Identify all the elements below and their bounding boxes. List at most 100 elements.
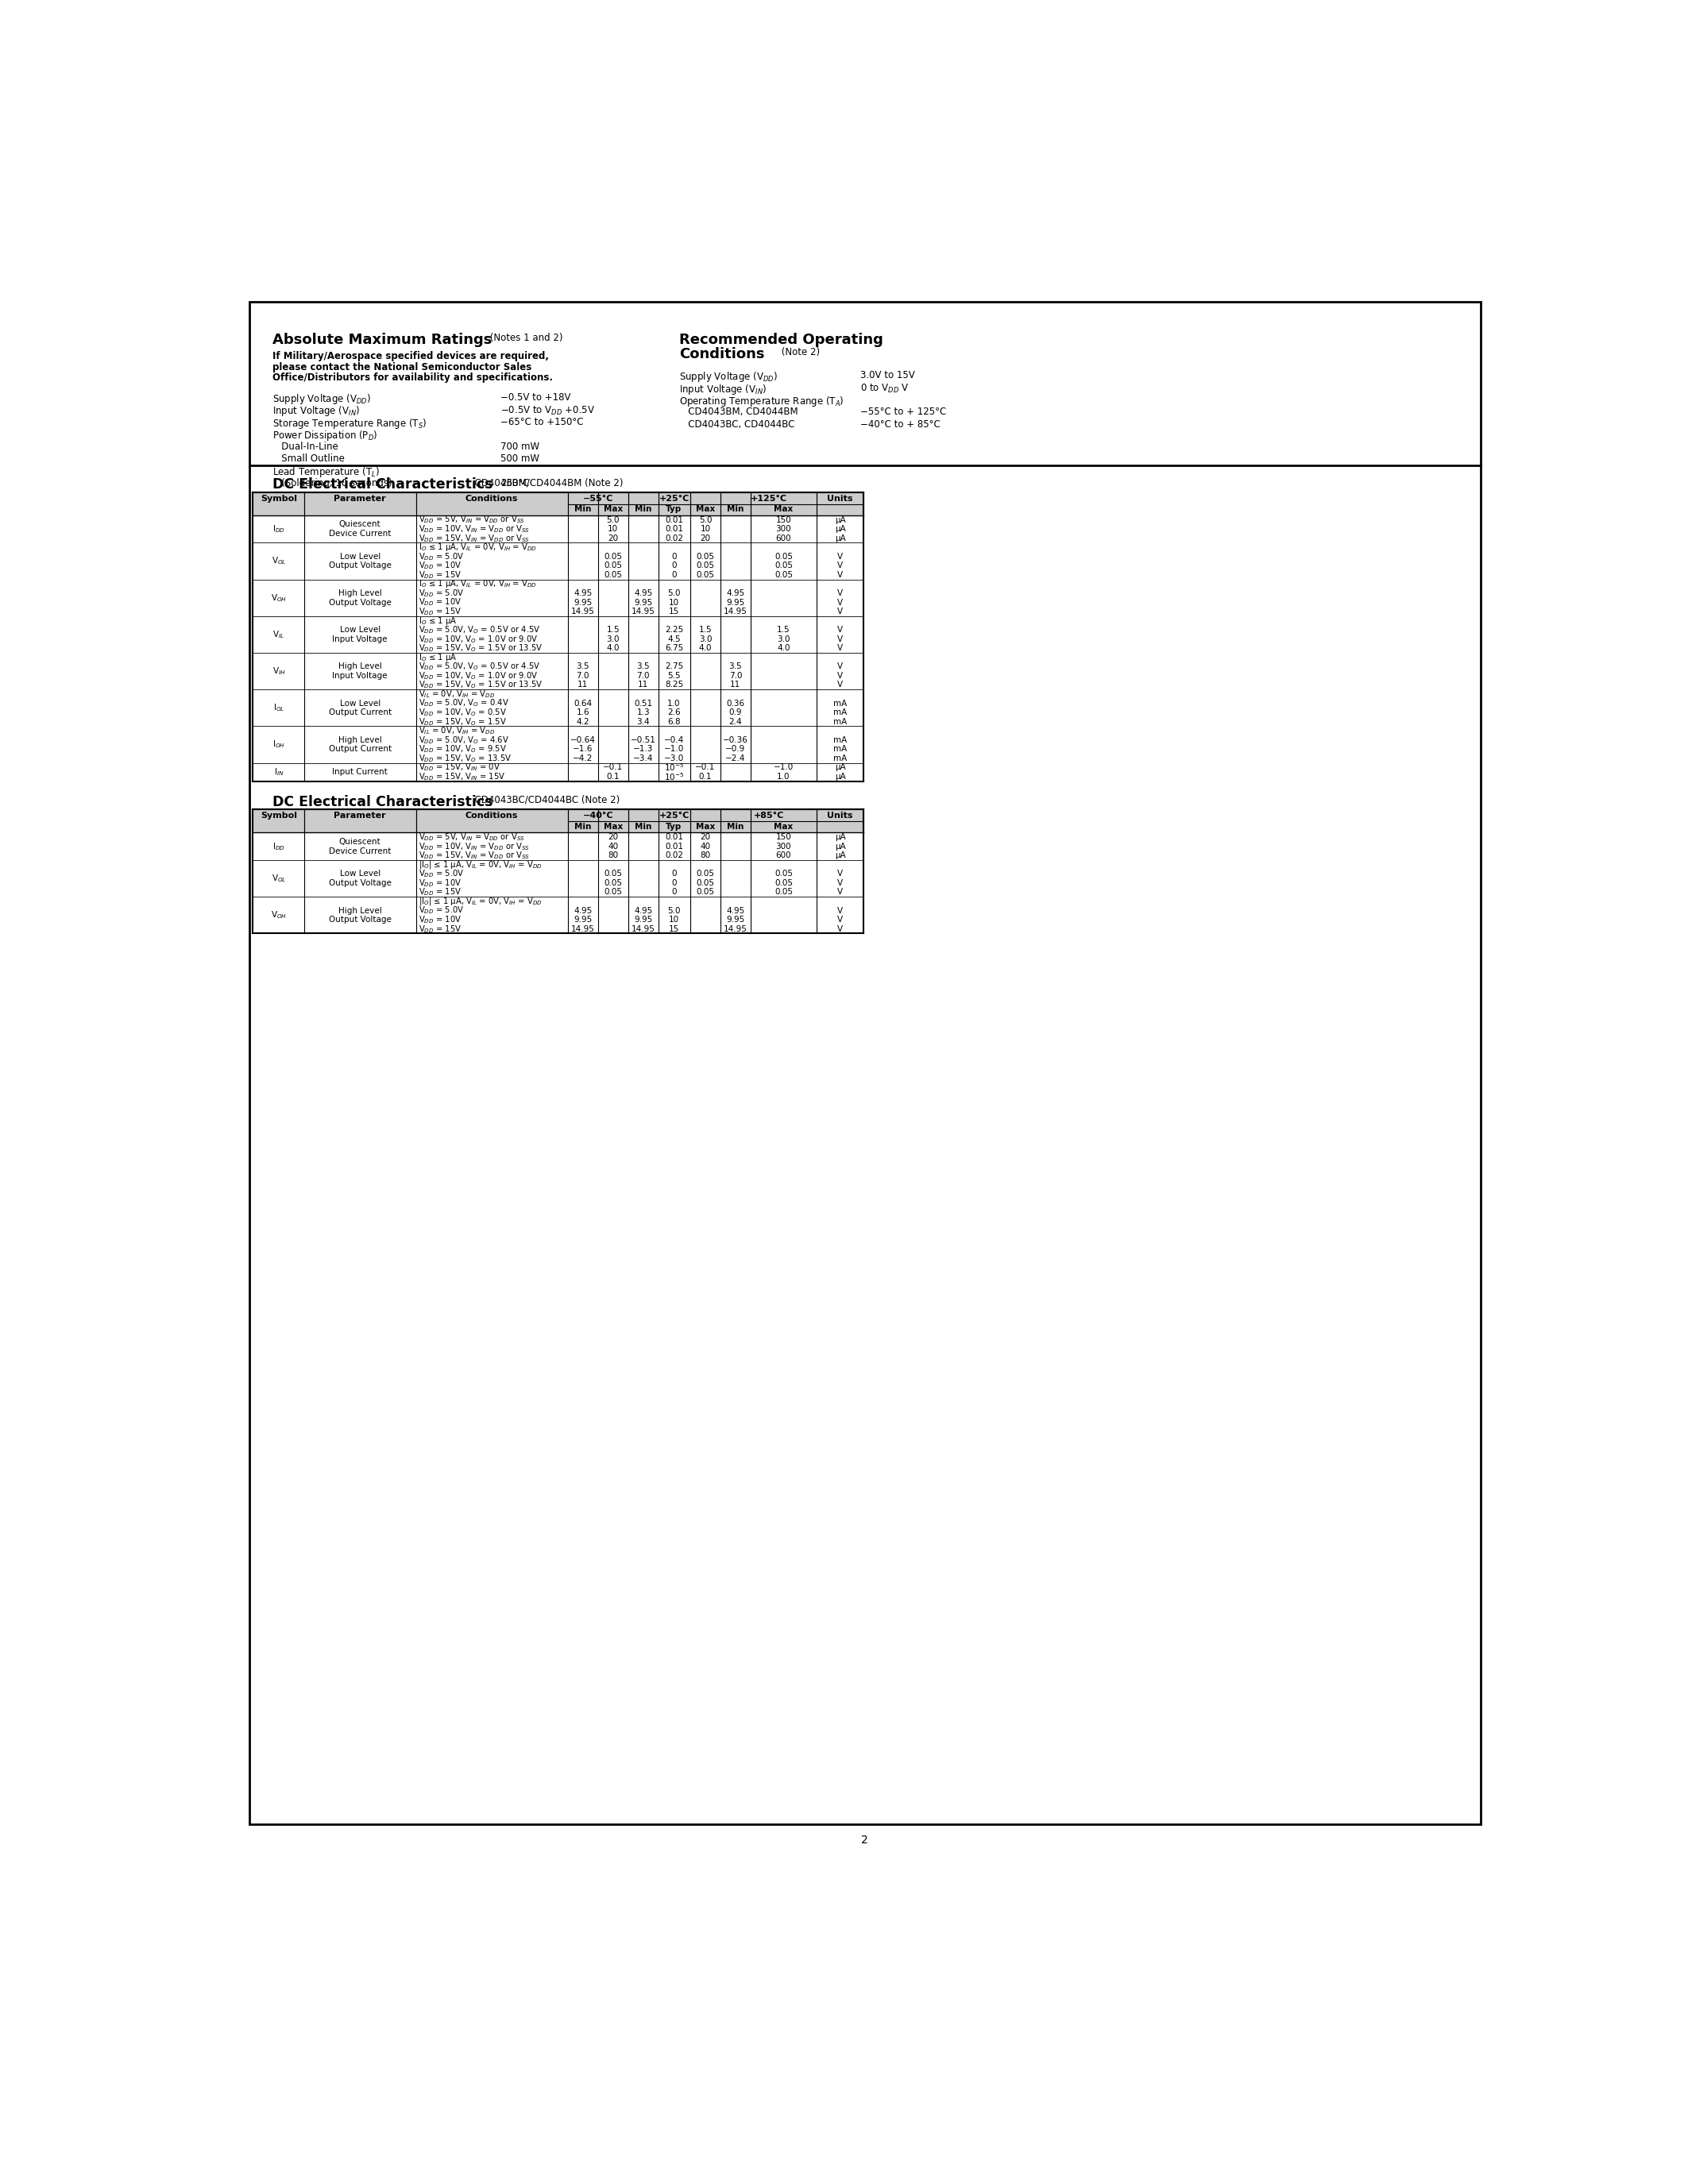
- Text: −0.9: −0.9: [726, 745, 746, 753]
- Text: −0.5V to V$_{DD}$ +0.5V: −0.5V to V$_{DD}$ +0.5V: [500, 404, 596, 417]
- Text: Recommended Operating: Recommended Operating: [679, 332, 883, 347]
- Text: mA: mA: [834, 699, 847, 708]
- Text: V$_{IH}$: V$_{IH}$: [272, 666, 285, 677]
- Text: 3.0: 3.0: [606, 636, 619, 642]
- Text: V$_{DD}$ = 15V, V$_{IN}$ = 0V: V$_{DD}$ = 15V, V$_{IN}$ = 0V: [419, 762, 500, 773]
- Text: 0.51: 0.51: [635, 699, 652, 708]
- Text: Max: Max: [773, 823, 793, 830]
- Text: −1.6: −1.6: [572, 745, 592, 753]
- Text: V$_{IL}$ = 0V, V$_{IH}$ = V$_{DD}$: V$_{IL}$ = 0V, V$_{IH}$ = V$_{DD}$: [419, 725, 495, 736]
- Text: 0.01: 0.01: [665, 843, 684, 850]
- Text: 3.0V to 15V: 3.0V to 15V: [861, 371, 915, 380]
- Text: 2.25: 2.25: [665, 627, 684, 633]
- Text: V$_{DD}$ = 5V, V$_{IN}$ = V$_{DD}$ or V$_{SS}$: V$_{DD}$ = 5V, V$_{IN}$ = V$_{DD}$ or V$…: [419, 832, 525, 843]
- Text: 0.9: 0.9: [729, 708, 743, 716]
- Text: 40: 40: [608, 843, 618, 850]
- Text: +25°C: +25°C: [660, 494, 690, 502]
- Text: V: V: [837, 598, 842, 607]
- Text: |I$_O$| ≤ 1 μA, V$_{IL}$ = 0V, V$_{IH}$ = V$_{DD}$: |I$_O$| ≤ 1 μA, V$_{IL}$ = 0V, V$_{IH}$ …: [419, 858, 542, 869]
- Text: 11: 11: [731, 681, 741, 688]
- Text: 1.0: 1.0: [776, 773, 790, 780]
- Text: μA: μA: [834, 852, 846, 860]
- Text: −2.4: −2.4: [726, 753, 746, 762]
- Text: V: V: [837, 662, 842, 670]
- Text: 20: 20: [701, 535, 711, 542]
- Text: |I$_O$| ≤ 1 μA, V$_{IL}$ = 0V, V$_{IH}$ = V$_{DD}$: |I$_O$| ≤ 1 μA, V$_{IL}$ = 0V, V$_{IH}$ …: [419, 895, 542, 906]
- Text: μA: μA: [834, 773, 846, 780]
- Text: 0: 0: [672, 869, 677, 878]
- Text: 14.95: 14.95: [631, 607, 655, 616]
- Text: 0.05: 0.05: [775, 880, 793, 887]
- Text: 0: 0: [672, 570, 677, 579]
- Text: V$_{DD}$ = 15V, V$_O$ = 13.5V: V$_{DD}$ = 15V, V$_O$ = 13.5V: [419, 753, 511, 764]
- Text: Quiescent
Device Current: Quiescent Device Current: [329, 839, 392, 854]
- Text: mA: mA: [834, 708, 847, 716]
- Text: Absolute Maximum Ratings: Absolute Maximum Ratings: [272, 332, 493, 347]
- Text: V: V: [837, 636, 842, 642]
- Text: 0.36: 0.36: [726, 699, 744, 708]
- Text: 4.95: 4.95: [574, 590, 592, 596]
- Text: Max: Max: [603, 823, 623, 830]
- Text: Low Level
Output Current: Low Level Output Current: [329, 699, 392, 716]
- Text: 9.95: 9.95: [574, 598, 592, 607]
- Text: 4.95: 4.95: [635, 906, 652, 915]
- Text: CD4043BM/CD4044BM (Note 2): CD4043BM/CD4044BM (Note 2): [468, 478, 623, 487]
- Text: 0.05: 0.05: [695, 880, 714, 887]
- Text: 0.05: 0.05: [775, 561, 793, 570]
- Text: 10: 10: [668, 598, 679, 607]
- Text: Conditions: Conditions: [466, 494, 518, 502]
- Text: Operating Temperature Range (T$_A$): Operating Temperature Range (T$_A$): [679, 395, 844, 408]
- Text: 0.05: 0.05: [604, 869, 623, 878]
- Text: Conditions: Conditions: [679, 347, 765, 360]
- Text: If Military/Aerospace specified devices are required,: If Military/Aerospace specified devices …: [272, 352, 549, 360]
- Text: 0.01: 0.01: [665, 515, 684, 524]
- Text: V$_{DD}$ = 15V, V$_{IN}$ = V$_{DD}$ or V$_{SS}$: V$_{DD}$ = 15V, V$_{IN}$ = V$_{DD}$ or V…: [419, 533, 530, 544]
- Text: CD4043BC, CD4044BC: CD4043BC, CD4044BC: [679, 419, 795, 430]
- Text: 0.05: 0.05: [695, 553, 714, 561]
- Text: I$_O$ ≤ 1 μA: I$_O$ ≤ 1 μA: [419, 616, 457, 627]
- Text: Input Current: Input Current: [333, 769, 388, 775]
- Text: 1.5: 1.5: [699, 627, 712, 633]
- Text: Typ: Typ: [665, 823, 682, 830]
- Text: 5.0: 5.0: [667, 906, 680, 915]
- Text: 7.0: 7.0: [576, 673, 589, 679]
- Text: V$_{DD}$ = 15V: V$_{DD}$ = 15V: [419, 570, 461, 581]
- Text: V: V: [837, 553, 842, 561]
- Text: I$_{DD}$: I$_{DD}$: [272, 524, 285, 535]
- Text: 6.8: 6.8: [667, 719, 680, 725]
- Text: 1.0: 1.0: [667, 699, 680, 708]
- Text: Min: Min: [728, 823, 744, 830]
- Text: V$_{DD}$ = 5.0V: V$_{DD}$ = 5.0V: [419, 904, 464, 915]
- Text: V$_{DD}$ = 5.0V: V$_{DD}$ = 5.0V: [419, 550, 464, 561]
- Text: 3.5: 3.5: [729, 662, 743, 670]
- Text: −0.36: −0.36: [722, 736, 748, 745]
- Text: V: V: [837, 673, 842, 679]
- Text: V$_{OL}$: V$_{OL}$: [272, 555, 285, 566]
- Text: 11: 11: [638, 681, 648, 688]
- Text: −3.0: −3.0: [663, 753, 684, 762]
- Text: V$_{DD}$ = 5.0V, V$_O$ = 4.6V: V$_{DD}$ = 5.0V, V$_O$ = 4.6V: [419, 734, 510, 745]
- Text: −1.0: −1.0: [663, 745, 684, 753]
- Text: V$_{DD}$ = 15V, V$_O$ = 1.5V: V$_{DD}$ = 15V, V$_O$ = 1.5V: [419, 716, 506, 727]
- Text: 3.4: 3.4: [636, 719, 650, 725]
- Text: 2: 2: [861, 1835, 868, 1845]
- Text: CD4043BM, CD4044BM: CD4043BM, CD4044BM: [679, 406, 798, 417]
- Text: V$_{OH}$: V$_{OH}$: [270, 592, 287, 603]
- Text: 10: 10: [701, 524, 711, 533]
- Text: V: V: [837, 926, 842, 933]
- Text: 7.0: 7.0: [729, 673, 743, 679]
- Text: 1.5: 1.5: [776, 627, 790, 633]
- Text: Units: Units: [827, 812, 852, 819]
- Text: 10$^{-5}$: 10$^{-5}$: [663, 762, 684, 773]
- Text: Max: Max: [695, 823, 716, 830]
- Text: 9.95: 9.95: [726, 598, 744, 607]
- Text: V$_{DD}$ = 10V, V$_O$ = 1.0V or 9.0V: V$_{DD}$ = 10V, V$_O$ = 1.0V or 9.0V: [419, 670, 538, 681]
- Text: −0.64: −0.64: [571, 736, 596, 745]
- Text: I$_{IN}$: I$_{IN}$: [273, 767, 284, 778]
- Text: Max: Max: [695, 505, 716, 513]
- Text: V$_{DD}$ = 15V: V$_{DD}$ = 15V: [419, 887, 461, 898]
- Text: 10: 10: [608, 524, 618, 533]
- Text: V$_{DD}$ = 10V: V$_{DD}$ = 10V: [419, 596, 461, 607]
- Text: Input Voltage (V$_{IN}$): Input Voltage (V$_{IN}$): [272, 404, 360, 417]
- Text: 9.95: 9.95: [635, 598, 652, 607]
